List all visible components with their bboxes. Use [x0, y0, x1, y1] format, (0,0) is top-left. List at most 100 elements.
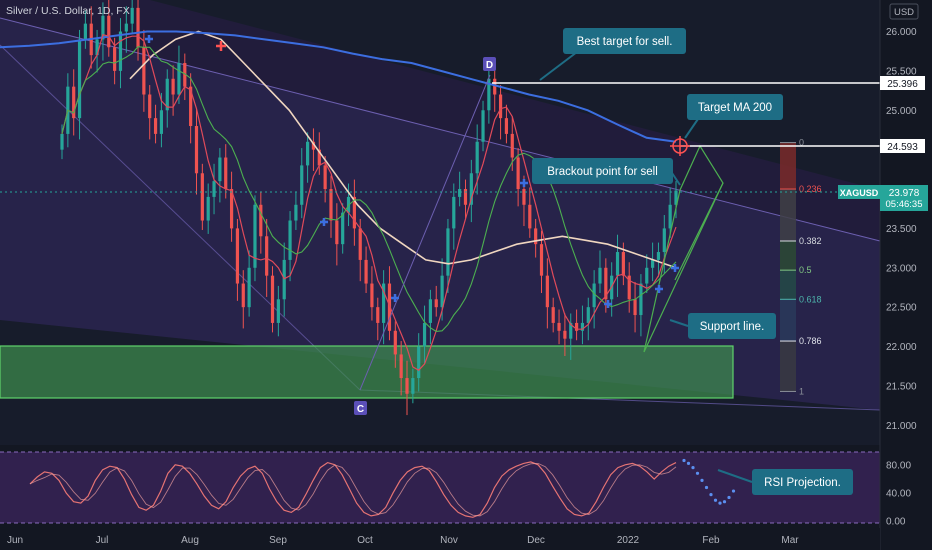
callout-breakout-text: Brackout point for sell	[547, 166, 658, 178]
rsi-tick-label: 40.00	[886, 489, 911, 500]
fibonacci-retracement: 0 0.236 0.382 0.5 0.618 0.786 1	[780, 138, 822, 396]
candle-body	[446, 228, 450, 276]
candle-body	[95, 39, 99, 56]
candle-body	[270, 275, 275, 323]
support-line	[643, 182, 724, 353]
y-tick-label: 22.500	[886, 303, 917, 314]
candle-body	[189, 86, 193, 127]
ma-fast-line	[61, 33, 677, 371]
candle-body	[598, 267, 602, 284]
candle-body	[206, 196, 210, 221]
candle-body	[586, 307, 590, 323]
candle-body	[311, 141, 316, 150]
candle-body	[639, 283, 643, 316]
cd-leg-line	[359, 74, 491, 391]
currency-badge[interactable]: USD	[894, 7, 914, 18]
rsi-projection-dot	[731, 489, 736, 493]
candle-body	[306, 141, 310, 166]
point-d-badge	[483, 57, 496, 71]
candle-body	[136, 7, 140, 48]
candle-body	[329, 189, 333, 221]
fib-band	[780, 241, 796, 271]
ma-50-line	[129, 30, 677, 269]
symbol-title[interactable]: Silver / U.S. Dollar, 1D, FX	[6, 5, 130, 17]
candle-body	[282, 259, 286, 300]
callout-rsi-projection: RSI Projection.	[717, 469, 853, 495]
currency-badge-box[interactable]	[889, 3, 919, 20]
candle-body	[259, 204, 263, 237]
ma-mid-line	[61, 46, 677, 332]
rsi-signal-line	[29, 462, 677, 517]
channel-lower-line	[0, 44, 361, 391]
candle-body	[405, 378, 409, 394]
candle-body	[487, 78, 491, 111]
callout-support-line: Support line.	[669, 313, 776, 339]
candle-body	[218, 157, 222, 182]
candle-body	[194, 126, 199, 174]
candle-body	[224, 157, 228, 190]
candle-body	[463, 189, 468, 205]
candle-body	[651, 259, 655, 268]
callout-support-line-text: Support line.	[700, 321, 765, 333]
rsi-projection-dot	[709, 493, 713, 497]
candle-body	[422, 322, 427, 347]
candle-body	[130, 7, 134, 24]
candle-body	[77, 39, 82, 119]
candle-body	[387, 283, 392, 331]
candle-body	[288, 220, 292, 260]
ma-200-line	[0, 30, 677, 143]
candle-body	[428, 299, 432, 323]
candle-body	[534, 228, 538, 245]
channel-upper-line	[0, 17, 881, 242]
callout-best-target-text: Best target for sell.	[577, 36, 673, 48]
candle-body	[475, 141, 479, 174]
fib-band	[780, 299, 796, 342]
last-price-value: 23.978	[889, 188, 920, 199]
y-tick-label: 23.000	[886, 263, 917, 274]
candle-body	[358, 228, 362, 260]
candle-body	[621, 252, 625, 276]
candle-body	[241, 283, 245, 308]
y-tick-label: 21.000	[886, 421, 917, 432]
candle-body	[72, 86, 76, 119]
candle-body	[235, 228, 240, 284]
target-crosshair-icon	[670, 136, 690, 156]
support-zone	[0, 345, 734, 399]
candle-body	[335, 220, 339, 245]
callout-breakout: Brackout point for sell	[532, 158, 681, 186]
callout-target-ma200: Target MA 200	[684, 94, 783, 139]
fib-level-label: 0.382	[799, 236, 822, 246]
time-axis[interactable]	[0, 528, 880, 550]
callout-rsi-projection-text: RSI Projection.	[764, 477, 841, 489]
price-label-25396-bg	[880, 76, 925, 90]
candle-body	[633, 299, 637, 316]
candle-body	[580, 322, 585, 331]
x-tick-label: Jul	[96, 535, 109, 546]
candle-body	[604, 267, 608, 300]
last-price-tag-bg	[880, 185, 928, 211]
candle-body	[434, 299, 438, 308]
fib-level-label: 0.786	[799, 336, 822, 346]
fib-level-label: 0.5	[799, 265, 812, 275]
candlestick-series	[60, 0, 678, 416]
rsi-projection-dots	[682, 458, 736, 505]
point-d-label: D	[486, 60, 493, 71]
x-tick-label: 2022	[617, 535, 640, 546]
candle-body	[481, 110, 485, 142]
rsi-axis-ticks: 80.00 40.00 0.00	[886, 461, 911, 528]
candle-body	[276, 299, 280, 323]
rsi-projection-dot	[691, 466, 695, 470]
candle-body	[458, 189, 462, 197]
candle-body	[124, 23, 128, 32]
fib-level-label: 1	[799, 386, 804, 396]
price-axis[interactable]	[880, 0, 932, 550]
candle-body	[101, 15, 105, 40]
symbol-tag-bg	[838, 185, 880, 199]
candle-body	[300, 165, 304, 205]
candle-body	[294, 204, 298, 221]
candle-body	[60, 133, 64, 150]
candle-body	[557, 322, 561, 331]
candle-body	[563, 330, 567, 339]
rsi-tick-label: 0.00	[886, 517, 906, 528]
